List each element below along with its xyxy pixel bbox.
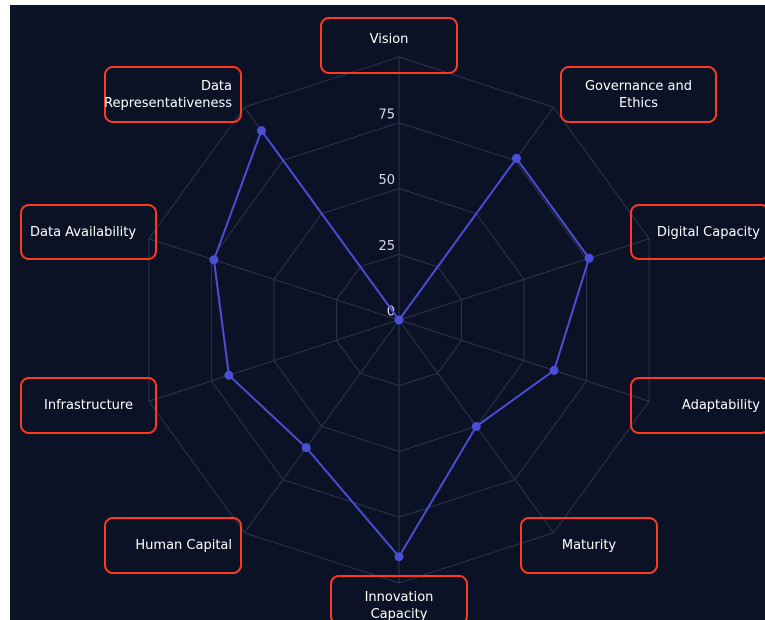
radial-tick-label: 75 xyxy=(378,107,395,122)
grid-spoke xyxy=(148,238,400,321)
radar-point xyxy=(209,255,219,265)
axis-label: Infrastructure xyxy=(20,377,157,434)
axis-label: Data Representativeness xyxy=(104,66,242,123)
radar-point xyxy=(471,421,481,431)
grid-spoke xyxy=(244,319,400,534)
radial-tick-label: 25 xyxy=(378,239,395,254)
radial-tick-label: 50 xyxy=(378,173,395,188)
radar-point xyxy=(256,126,266,136)
radial-tick-label: 0 xyxy=(387,305,395,320)
radar-point xyxy=(549,365,559,375)
axis-label: Data Availability xyxy=(20,204,157,260)
axis-label: Vision xyxy=(320,17,458,74)
grid-spoke xyxy=(398,319,650,402)
grid-spoke xyxy=(148,319,400,402)
axis-label: Innovation Capacity xyxy=(330,575,468,620)
radar-point xyxy=(224,370,234,380)
axis-label: Human Capital xyxy=(104,517,242,574)
axis-label: Governance and Ethics xyxy=(560,66,717,123)
axis-label: Adaptability xyxy=(630,377,765,434)
radar-point xyxy=(511,153,521,163)
axis-label: Maturity xyxy=(520,517,658,574)
grid-spoke xyxy=(398,238,650,321)
radar-point xyxy=(301,443,311,453)
radar-point xyxy=(394,552,404,562)
radar-point xyxy=(394,315,404,325)
radar-point xyxy=(584,253,594,263)
axis-label: Digital Capacity xyxy=(630,204,765,260)
